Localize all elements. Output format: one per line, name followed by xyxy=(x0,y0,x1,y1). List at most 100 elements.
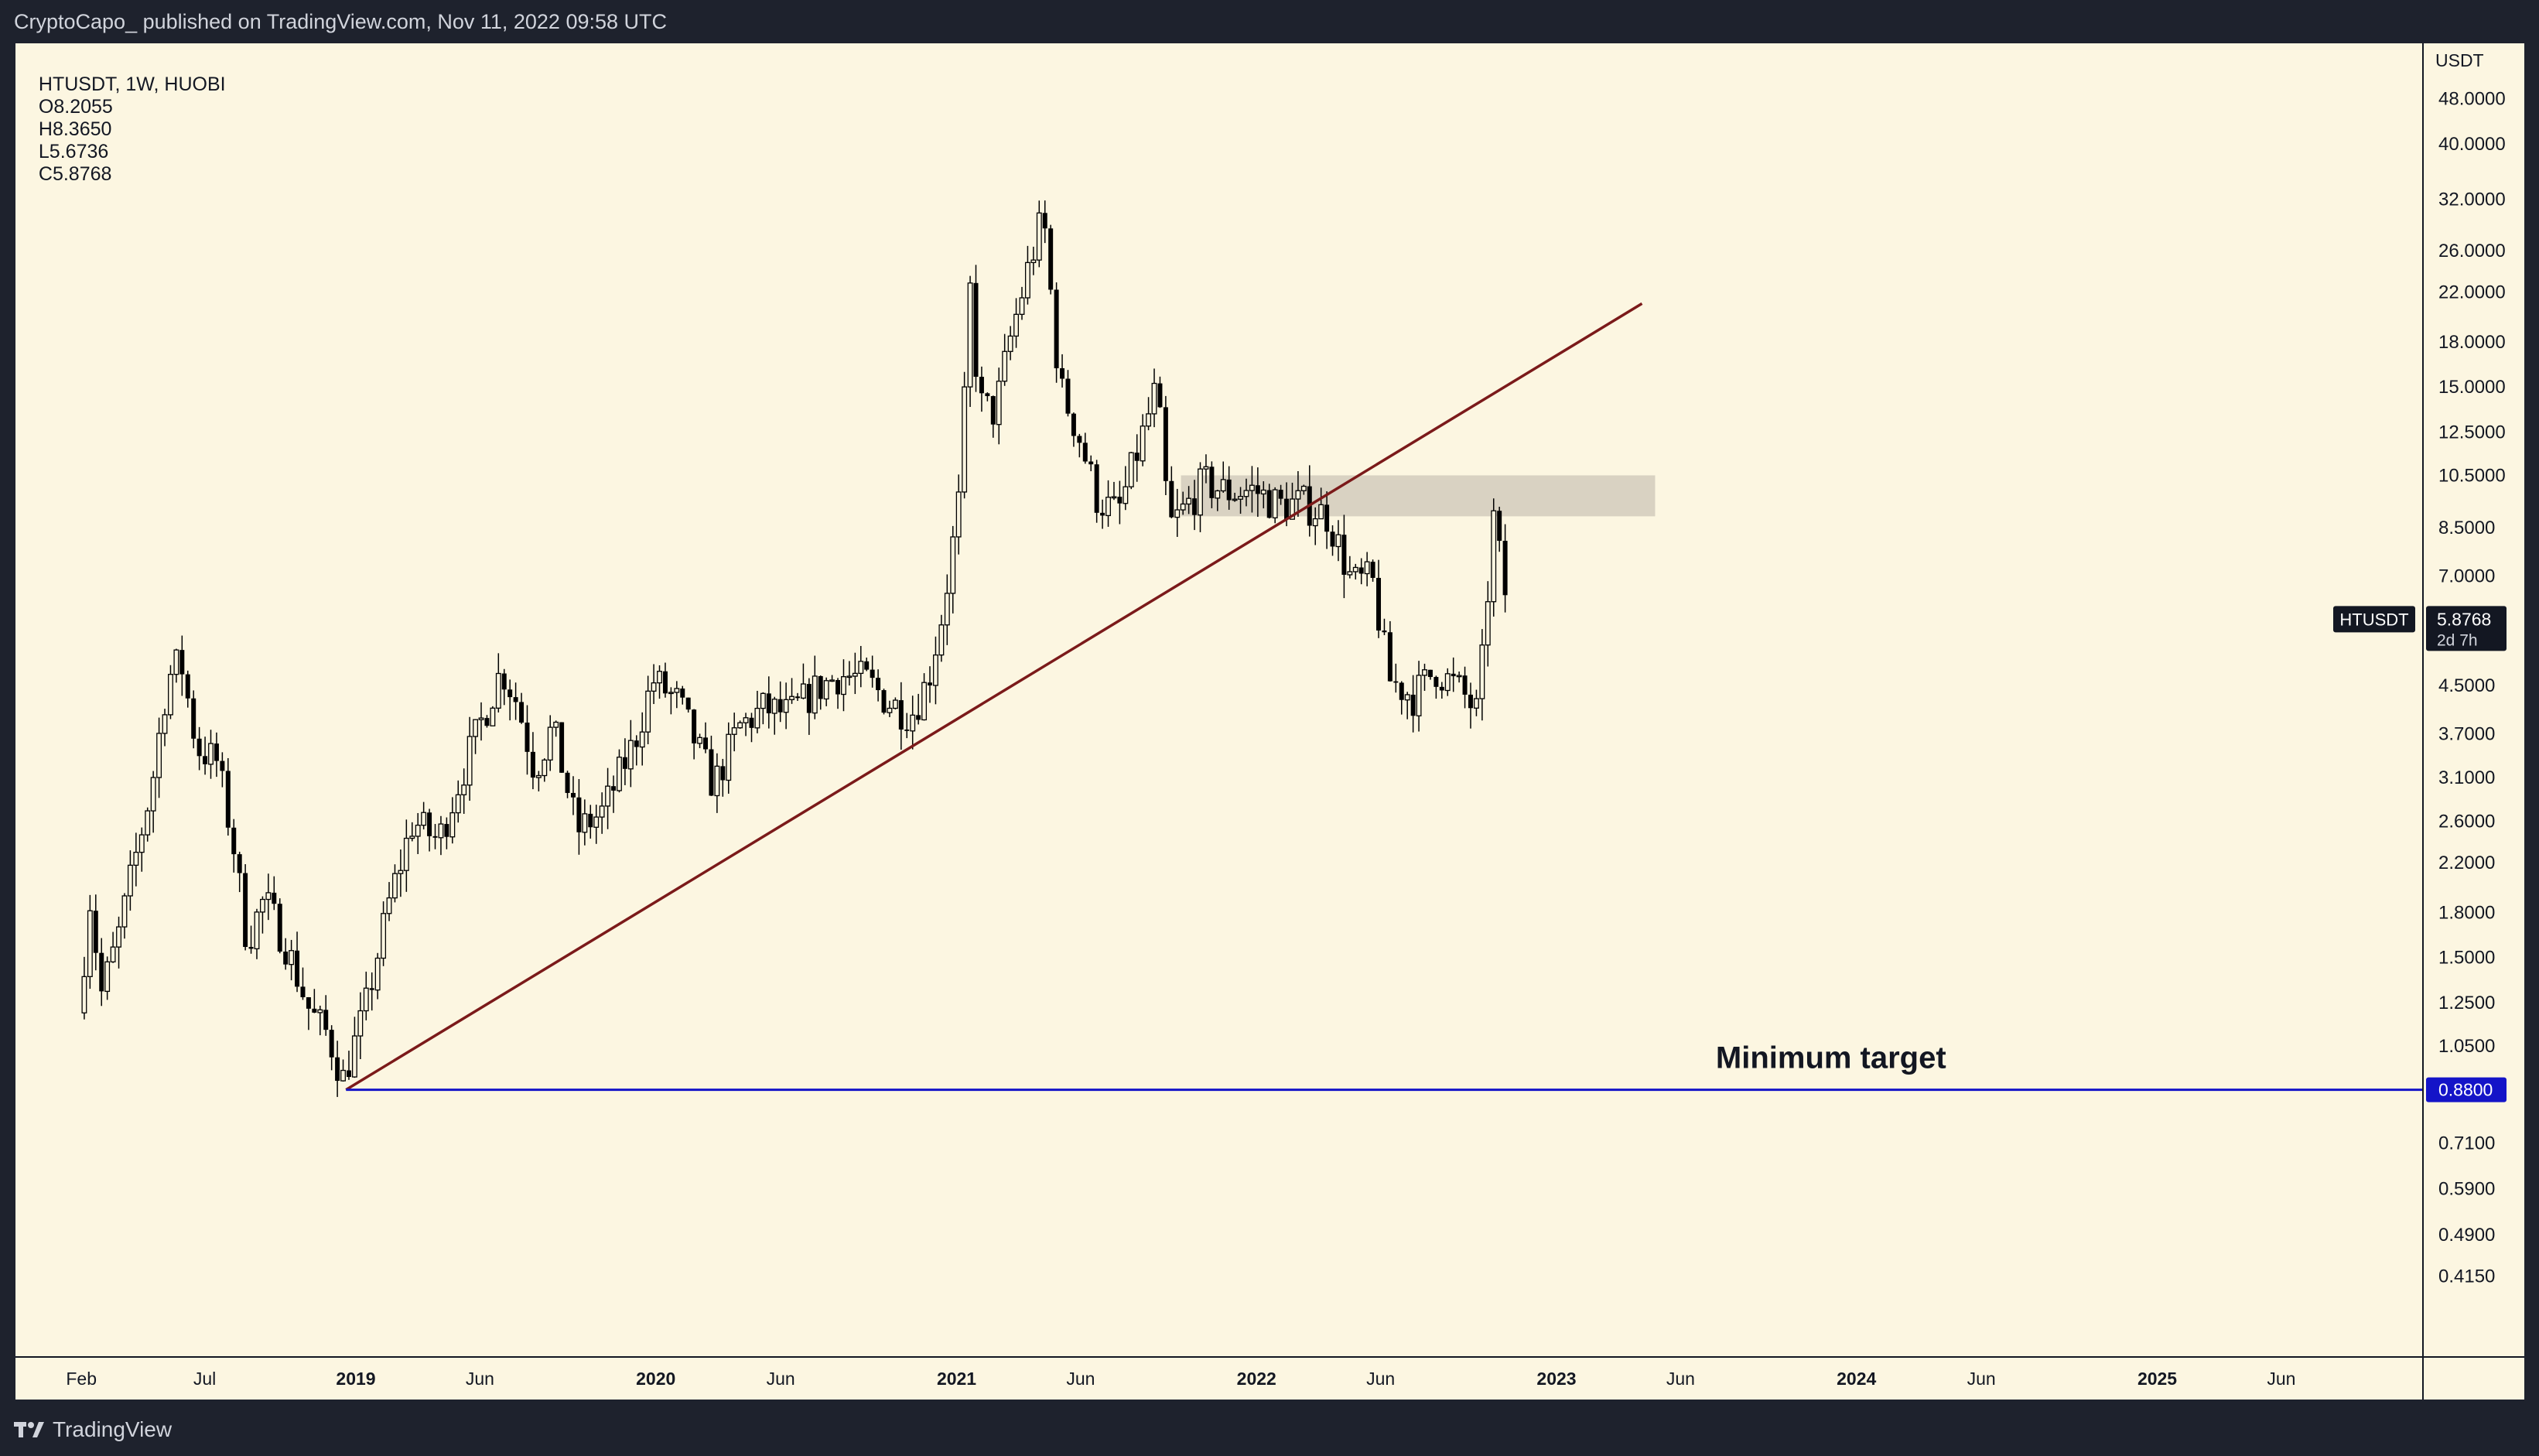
candle[interactable] xyxy=(714,753,720,813)
candle[interactable] xyxy=(1497,507,1502,552)
candle[interactable] xyxy=(1335,520,1341,562)
candle[interactable] xyxy=(449,797,456,844)
candle[interactable] xyxy=(932,636,938,705)
candle[interactable] xyxy=(1416,661,1422,732)
candle[interactable] xyxy=(916,693,921,725)
candle[interactable] xyxy=(662,662,668,698)
candle[interactable] xyxy=(1024,245,1030,305)
candle[interactable] xyxy=(754,690,760,733)
candle[interactable] xyxy=(823,677,829,706)
candle[interactable] xyxy=(599,792,605,834)
annotation-minimum-target[interactable]: Minimum target xyxy=(1716,1041,1946,1075)
candle[interactable] xyxy=(1163,395,1168,496)
candle[interactable] xyxy=(335,1041,340,1097)
candle[interactable] xyxy=(162,709,168,747)
candle[interactable] xyxy=(1002,333,1008,386)
candle[interactable] xyxy=(351,1017,357,1078)
candle[interactable] xyxy=(795,692,800,701)
candle[interactable] xyxy=(622,738,627,785)
candle[interactable] xyxy=(1226,466,1232,510)
candle[interactable] xyxy=(1479,629,1485,721)
candle[interactable] xyxy=(173,648,179,683)
candle[interactable] xyxy=(225,757,231,836)
candle[interactable] xyxy=(870,655,875,688)
candle[interactable] xyxy=(726,722,732,794)
candle[interactable] xyxy=(1036,200,1042,268)
candle[interactable] xyxy=(1013,298,1019,348)
candle[interactable] xyxy=(220,752,225,788)
candle[interactable] xyxy=(1094,460,1099,523)
candle[interactable] xyxy=(588,805,593,839)
candle[interactable] xyxy=(306,996,311,1030)
candle[interactable] xyxy=(1468,682,1473,729)
candle[interactable] xyxy=(525,705,530,775)
candle[interactable] xyxy=(1123,466,1129,511)
candle[interactable] xyxy=(1220,461,1226,493)
candle[interactable] xyxy=(1232,492,1238,502)
candle[interactable] xyxy=(1290,482,1295,520)
candle[interactable] xyxy=(455,780,461,823)
candle[interactable] xyxy=(1462,666,1468,709)
candle[interactable] xyxy=(283,938,289,970)
candle[interactable] xyxy=(484,715,490,728)
candle[interactable] xyxy=(1358,558,1364,585)
candle[interactable] xyxy=(1444,668,1451,696)
candle[interactable] xyxy=(1151,368,1157,428)
candle[interactable] xyxy=(1422,663,1427,691)
candle[interactable] xyxy=(1215,490,1221,511)
candle[interactable] xyxy=(1312,507,1318,545)
candle[interactable] xyxy=(438,815,444,856)
candle[interactable] xyxy=(317,1005,323,1036)
candle[interactable] xyxy=(1180,491,1186,515)
candle[interactable] xyxy=(1451,657,1456,692)
candle[interactable] xyxy=(99,938,104,1007)
candle[interactable] xyxy=(133,832,139,887)
candle[interactable] xyxy=(473,719,479,754)
candle[interactable] xyxy=(398,849,404,897)
candle[interactable] xyxy=(967,275,973,408)
candle[interactable] xyxy=(639,712,645,766)
candle[interactable] xyxy=(519,692,525,724)
candle[interactable] xyxy=(300,967,306,1000)
candle[interactable] xyxy=(237,851,242,893)
candle[interactable] xyxy=(535,771,542,791)
candle[interactable] xyxy=(1140,414,1146,467)
candle[interactable] xyxy=(295,931,300,993)
candle[interactable] xyxy=(898,682,904,750)
candle[interactable] xyxy=(254,908,260,959)
candle[interactable] xyxy=(593,805,600,844)
candle[interactable] xyxy=(203,737,208,775)
candle[interactable] xyxy=(1272,487,1278,524)
candle[interactable] xyxy=(570,776,576,815)
candle[interactable] xyxy=(892,697,898,710)
candle[interactable] xyxy=(421,801,427,830)
candle[interactable] xyxy=(697,733,703,749)
candle[interactable] xyxy=(1007,326,1013,361)
candle[interactable] xyxy=(1330,525,1335,556)
candle[interactable] xyxy=(1048,224,1054,295)
candle[interactable] xyxy=(692,709,697,760)
candle[interactable] xyxy=(657,665,662,699)
candle[interactable] xyxy=(1174,488,1181,537)
chart-area[interactable]: Minimum target USDT 48.0000 40.0000 32.000… xyxy=(15,43,2524,1400)
candle[interactable] xyxy=(605,767,611,829)
candle[interactable] xyxy=(191,690,196,749)
candle[interactable] xyxy=(1019,286,1025,320)
candle[interactable] xyxy=(1352,563,1358,580)
candle[interactable] xyxy=(1341,514,1347,599)
candle[interactable] xyxy=(944,574,950,645)
candle[interactable] xyxy=(1243,478,1249,507)
candle[interactable] xyxy=(1117,480,1123,525)
candle[interactable] xyxy=(841,659,846,712)
candle[interactable] xyxy=(783,682,789,730)
candle[interactable] xyxy=(1238,487,1244,514)
candle[interactable] xyxy=(731,713,737,752)
candle[interactable] xyxy=(138,827,145,872)
candle[interactable] xyxy=(513,682,518,720)
candle[interactable] xyxy=(507,679,513,721)
candle[interactable] xyxy=(1198,462,1203,532)
candle[interactable] xyxy=(231,819,237,873)
candle[interactable] xyxy=(1060,354,1065,388)
candle[interactable] xyxy=(789,678,795,704)
candle[interactable] xyxy=(617,749,622,793)
